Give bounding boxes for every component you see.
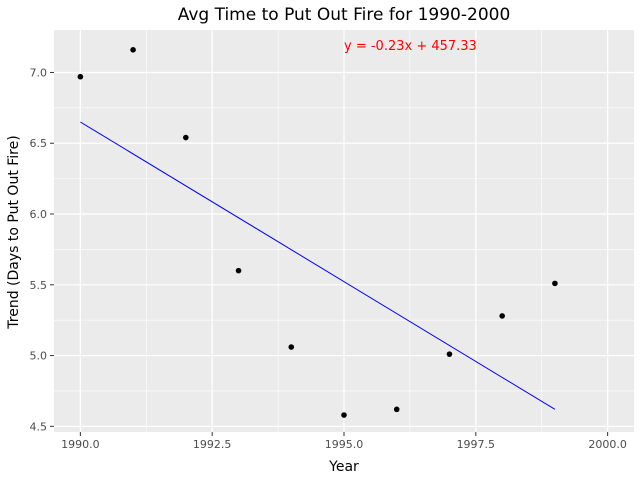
- y-tick-label: 5.5: [30, 279, 48, 292]
- regression-equation: y = -0.23x + 457.33: [344, 39, 477, 54]
- data-point: [77, 73, 84, 80]
- data-point: [341, 412, 347, 418]
- y-tick-label: 6.0: [30, 208, 48, 221]
- data-point: [235, 267, 242, 274]
- y-axis-title: Trend (Days to Put Out Fire): [6, 135, 22, 329]
- x-tick-label: 1992.5: [193, 438, 232, 451]
- data-points: [77, 47, 558, 418]
- x-axis-title: Year: [328, 459, 359, 475]
- chart-title: Avg Time to Put Out Fire for 1990-2000: [178, 5, 511, 25]
- data-point: [446, 351, 453, 357]
- y-tick-label: 7.0: [30, 66, 48, 79]
- trendline-group: [80, 121, 556, 410]
- y-tick-label: 5.0: [30, 350, 48, 363]
- trendline: [80, 121, 556, 410]
- data-point: [393, 406, 400, 413]
- data-point: [183, 134, 189, 141]
- data-point: [499, 313, 505, 319]
- x-tick-label: 1995.0: [325, 438, 364, 451]
- y-axis-ticks: 4.5 5.0 5.5 6.0 6.5 7.0: [30, 66, 54, 433]
- x-tick-label: 1997.5: [457, 438, 496, 451]
- data-point: [288, 344, 295, 350]
- x-tick-label: 2000.0: [588, 438, 627, 451]
- x-axis-ticks: 1990.0 1992.5 1995.0 1997.5 2000.0: [61, 432, 627, 451]
- x-tick-label: 1990.0: [61, 438, 100, 451]
- data-point: [130, 47, 136, 53]
- data-point: [552, 280, 558, 287]
- y-tick-label: 6.5: [30, 137, 48, 150]
- major-gridlines: [54, 30, 634, 432]
- y-tick-label: 4.5: [30, 420, 48, 433]
